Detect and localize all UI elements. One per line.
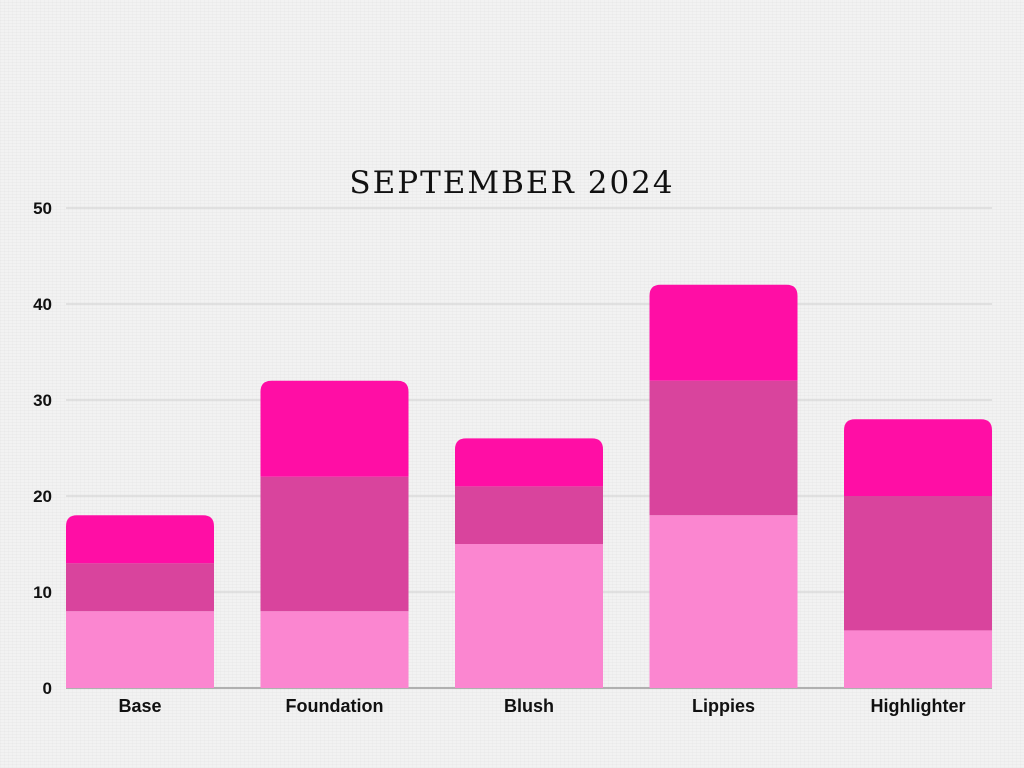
bar-lippies-segment-1	[649, 515, 798, 688]
chart-title: SEPTEMBER 2024	[349, 165, 674, 201]
bar-foundation-segment-1	[260, 611, 409, 688]
x-tick-label-base: Base	[118, 696, 161, 716]
x-tick-label-foundation: Foundation	[286, 696, 384, 716]
bar-base-segment-3	[66, 515, 214, 564]
y-tick-label: 50	[33, 199, 52, 218]
bar-highlighter-segment-1	[844, 630, 992, 688]
bar-base-segment-1	[66, 611, 214, 688]
bar-lippies-segment-2	[649, 380, 798, 516]
bar-blush-segment-3	[455, 438, 603, 487]
bar-lippies-segment-3	[649, 284, 798, 381]
y-axis-ticks: 0 10 20 30 40 50	[33, 199, 52, 698]
x-tick-label-highlighter: Highlighter	[871, 696, 966, 716]
bars	[66, 284, 992, 688]
y-tick-label: 40	[33, 295, 52, 314]
y-tick-label: 20	[33, 487, 52, 506]
x-tick-label-blush: Blush	[504, 696, 554, 716]
y-tick-label: 0	[43, 679, 52, 698]
bar-blush-segment-1	[455, 544, 603, 688]
bar-foundation-segment-3	[260, 380, 409, 477]
y-tick-label: 10	[33, 583, 52, 602]
bar-foundation-segment-2	[260, 476, 409, 612]
bar-highlighter-segment-3	[844, 419, 992, 496]
x-tick-label-lippies: Lippies	[692, 696, 755, 716]
bar-blush-segment-2	[455, 486, 603, 544]
bar-base-segment-2	[66, 563, 214, 612]
bar-highlighter-segment-2	[844, 496, 992, 631]
y-tick-label: 30	[33, 391, 52, 410]
x-axis-labels: Base Foundation Blush Lippies Highlighter	[118, 696, 965, 716]
